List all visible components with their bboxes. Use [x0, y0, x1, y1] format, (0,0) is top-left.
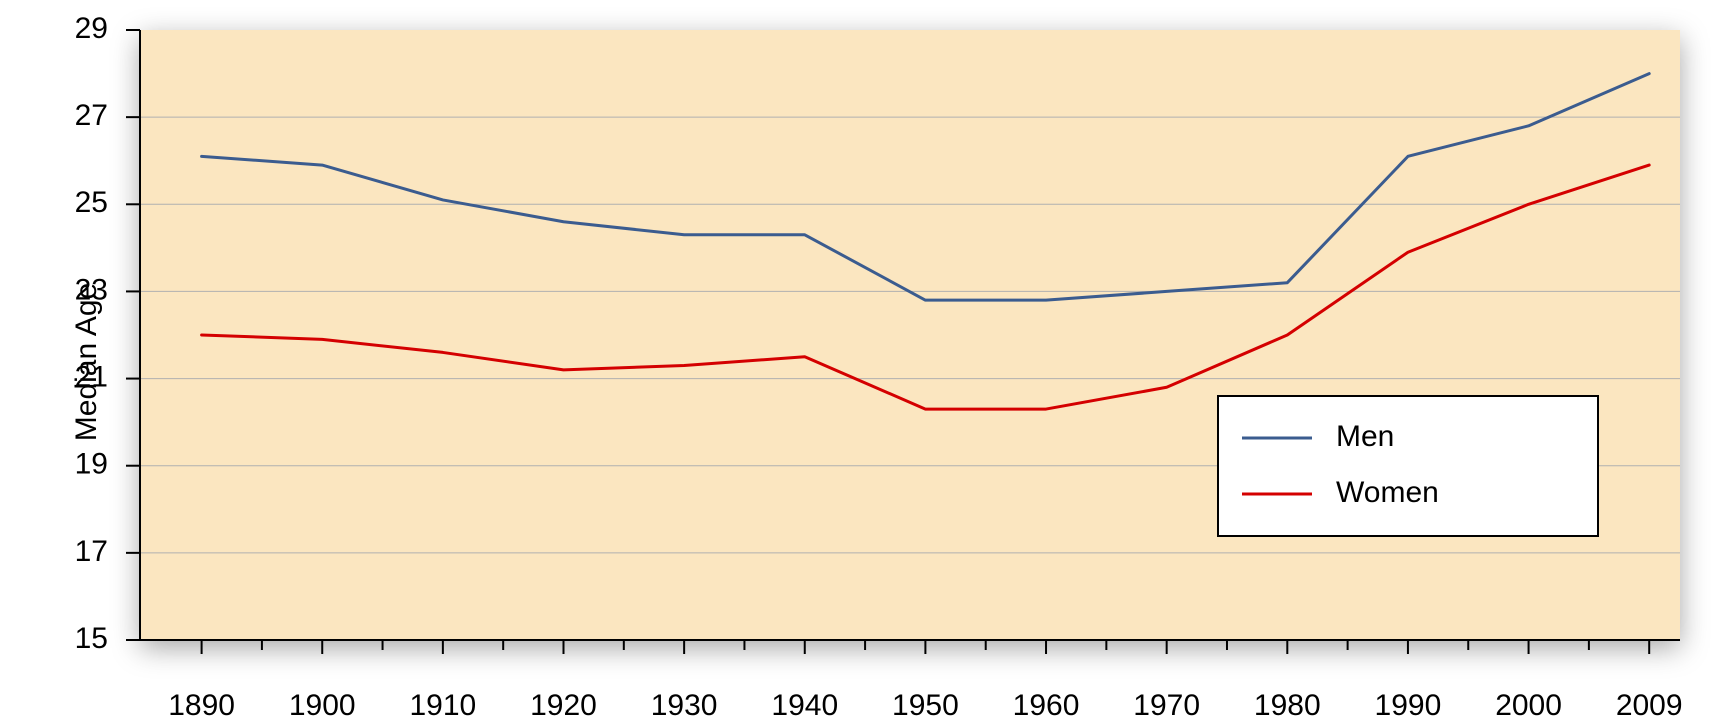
- svg-text:Women: Women: [1336, 476, 1439, 509]
- chart-svg: 1517192123252729189019001910192019301940…: [0, 0, 1718, 723]
- svg-text:1970: 1970: [1133, 689, 1200, 722]
- svg-text:1930: 1930: [651, 689, 718, 722]
- svg-text:29: 29: [75, 12, 108, 45]
- svg-text:1980: 1980: [1254, 689, 1321, 722]
- svg-text:25: 25: [75, 186, 108, 219]
- svg-text:Men: Men: [1336, 420, 1394, 453]
- svg-text:2000: 2000: [1495, 689, 1562, 722]
- svg-text:27: 27: [75, 99, 108, 132]
- svg-text:19: 19: [75, 448, 108, 481]
- svg-text:1990: 1990: [1375, 689, 1442, 722]
- median-age-line-chart: Median Age 15171921232527291890190019101…: [0, 0, 1718, 723]
- svg-text:15: 15: [75, 622, 108, 655]
- svg-text:1950: 1950: [892, 689, 959, 722]
- y-axis-label: Median Age: [70, 282, 104, 440]
- svg-text:1900: 1900: [289, 689, 356, 722]
- svg-text:1890: 1890: [168, 689, 235, 722]
- svg-text:1920: 1920: [530, 689, 597, 722]
- svg-text:1960: 1960: [1013, 689, 1080, 722]
- svg-text:17: 17: [75, 535, 108, 568]
- svg-text:1910: 1910: [409, 689, 476, 722]
- svg-text:1940: 1940: [771, 689, 838, 722]
- svg-text:2009: 2009: [1616, 689, 1683, 722]
